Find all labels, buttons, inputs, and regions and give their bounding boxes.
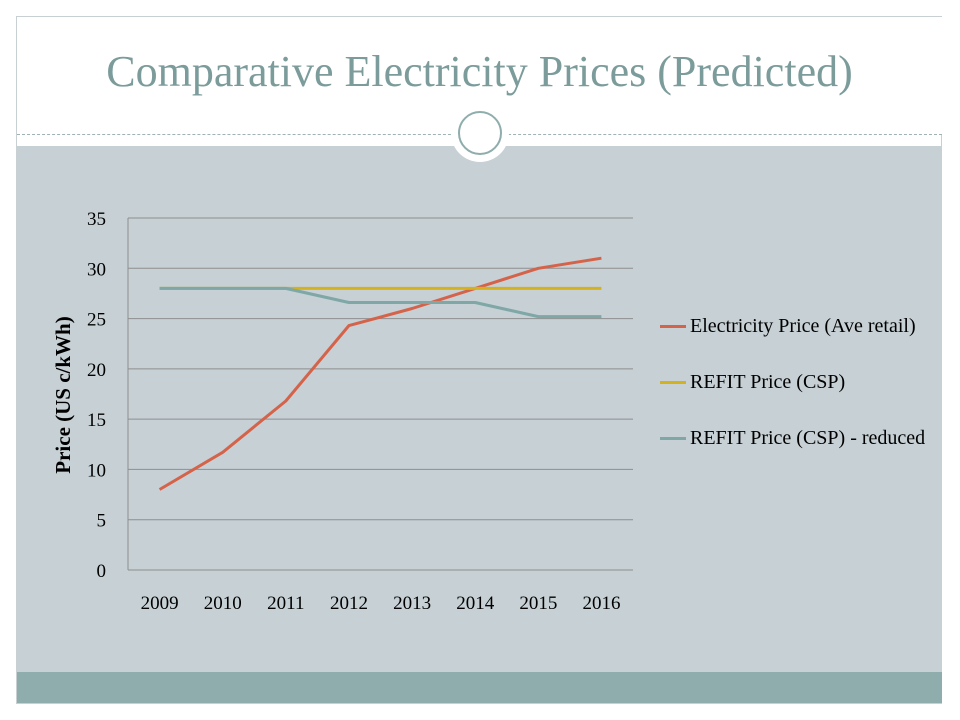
footer-bar [17, 672, 942, 703]
legend-swatch [660, 325, 686, 328]
legend-item: Electricity Price (Ave retail) [660, 313, 940, 339]
series-line-3 [159, 286, 602, 319]
y-tick-label: 0 [97, 561, 107, 582]
legend-swatch [660, 381, 686, 384]
y-tick-label: 5 [97, 511, 107, 532]
x-tick-label: 2012 [330, 593, 368, 614]
content-area [17, 146, 942, 672]
legend-item: REFIT Price (CSP) - reduced [660, 425, 940, 451]
legend-item: REFIT Price (CSP) [660, 369, 940, 395]
legend-label: Electricity Price (Ave retail) [690, 315, 916, 337]
ornament-ring [458, 111, 502, 155]
y-tick-labels: 0 5 10 15 20 25 30 35 [87, 209, 106, 582]
y-tick-label: 25 [87, 310, 106, 331]
series-lines [158, 256, 602, 491]
slide-title: Comparative Electricity Prices (Predicte… [106, 47, 853, 96]
x-tick-label: 2015 [519, 593, 557, 614]
y-tick-label: 30 [87, 259, 106, 280]
x-tick-label: 2010 [204, 593, 242, 614]
grid-lines [127, 217, 633, 571]
x-tick-label: 2016 [582, 593, 620, 614]
x-tick-label: 2014 [456, 593, 495, 614]
y-axis-label: Price (US c/kWh) [51, 316, 75, 473]
y-tick-label: 15 [87, 410, 106, 431]
series-line-1 [158, 256, 602, 491]
y-tick-label: 10 [87, 460, 106, 481]
y-tick-label: 20 [87, 360, 106, 381]
legend-label: REFIT Price (CSP) [690, 371, 846, 393]
x-tick-label: 2011 [267, 593, 304, 614]
x-tick-label: 2013 [393, 593, 431, 614]
legend: Electricity Price (Ave retail) REFIT Pric… [660, 313, 940, 481]
y-tick-label: 35 [87, 209, 106, 230]
x-tick-labels: 2009 2010 2011 2012 2013 2014 2015 2016 [141, 593, 621, 614]
legend-swatch [660, 437, 686, 440]
x-tick-label: 2009 [141, 593, 179, 614]
legend-label: REFIT Price (CSP) - reduced [690, 427, 926, 449]
